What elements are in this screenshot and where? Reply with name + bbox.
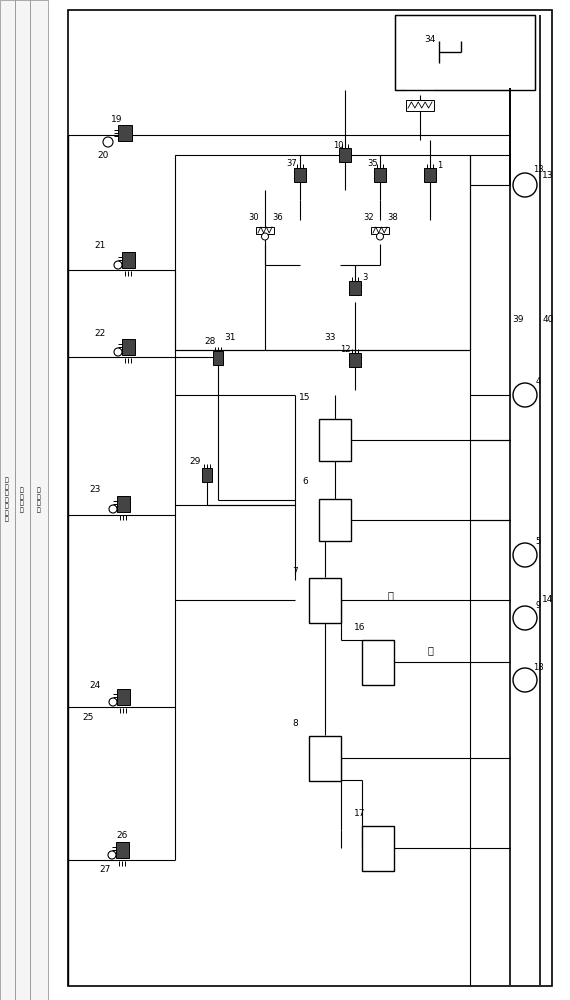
Circle shape — [262, 233, 268, 240]
Circle shape — [109, 505, 117, 513]
Circle shape — [114, 348, 122, 356]
Text: 采
用
探
管: 采 用 探 管 — [20, 487, 24, 513]
Bar — [202, 468, 212, 482]
Text: 39: 39 — [512, 316, 524, 324]
Bar — [15, 0, 30, 1000]
Text: 19: 19 — [111, 115, 123, 124]
Bar — [349, 353, 361, 367]
Circle shape — [377, 233, 384, 240]
Text: 40: 40 — [542, 316, 553, 324]
Circle shape — [103, 137, 113, 147]
Text: 5: 5 — [535, 538, 540, 546]
Text: 20: 20 — [97, 150, 109, 159]
Text: 13: 13 — [542, 170, 553, 180]
Circle shape — [109, 698, 117, 706]
Text: 17: 17 — [354, 808, 366, 818]
Bar — [175, 155, 470, 350]
Text: 9: 9 — [535, 600, 540, 609]
Text: 13: 13 — [533, 165, 543, 174]
Bar — [319, 499, 351, 541]
Text: 3: 3 — [363, 273, 368, 282]
Bar — [256, 227, 274, 233]
Text: 37: 37 — [287, 158, 298, 167]
Bar — [116, 842, 128, 858]
Bar — [424, 168, 436, 182]
Circle shape — [108, 851, 116, 859]
Text: 25: 25 — [82, 714, 93, 722]
Bar — [121, 339, 135, 355]
Text: 14: 14 — [542, 595, 553, 604]
Text: 8: 8 — [292, 718, 298, 728]
Bar — [30, 0, 48, 1000]
Text: 29: 29 — [189, 458, 201, 466]
Bar — [362, 826, 394, 870]
Text: 水: 水 — [387, 590, 393, 600]
Bar — [116, 689, 129, 705]
Circle shape — [513, 173, 537, 197]
Bar — [116, 496, 129, 512]
Circle shape — [513, 543, 537, 567]
Text: 22: 22 — [95, 328, 105, 338]
Text: 水: 水 — [427, 645, 433, 655]
Text: 23: 23 — [89, 486, 101, 494]
Text: 33: 33 — [324, 332, 336, 342]
Bar — [339, 148, 351, 162]
Bar — [68, 10, 552, 986]
Text: 24: 24 — [89, 680, 101, 690]
Bar — [406, 100, 434, 110]
Bar — [0, 0, 15, 1000]
Text: 34: 34 — [424, 35, 435, 44]
Text: 采
用
探
管: 采 用 探 管 — [37, 487, 41, 513]
Circle shape — [114, 261, 122, 269]
Text: 15: 15 — [299, 393, 311, 402]
Circle shape — [513, 383, 537, 407]
Text: 12: 12 — [340, 344, 350, 354]
Text: 10: 10 — [333, 140, 343, 149]
Text: 26: 26 — [116, 830, 128, 840]
Text: 35: 35 — [368, 158, 378, 167]
Text: 6: 6 — [302, 478, 308, 487]
Bar — [374, 168, 386, 182]
Bar — [294, 168, 306, 182]
Circle shape — [513, 668, 537, 692]
Bar — [395, 15, 535, 90]
Bar — [309, 578, 341, 622]
Text: 32: 32 — [364, 214, 374, 223]
Text: 7: 7 — [292, 568, 298, 576]
Text: 30: 30 — [249, 214, 259, 223]
Bar — [121, 252, 135, 268]
Bar — [213, 351, 223, 365]
Text: 液
压
系
统
原
理
图: 液 压 系 统 原 理 图 — [5, 478, 9, 522]
Text: 27: 27 — [99, 865, 111, 874]
Text: 21: 21 — [94, 240, 105, 249]
Bar — [371, 227, 389, 233]
Bar — [362, 640, 394, 684]
Text: 31: 31 — [224, 332, 236, 342]
Circle shape — [513, 606, 537, 630]
Text: 18: 18 — [533, 662, 543, 672]
Text: 16: 16 — [354, 624, 366, 633]
Text: 36: 36 — [272, 214, 283, 223]
Bar — [309, 736, 341, 780]
Text: 4: 4 — [535, 377, 540, 386]
Bar — [319, 419, 351, 461]
Text: 1: 1 — [437, 160, 443, 169]
Bar — [118, 125, 132, 141]
Text: 28: 28 — [204, 338, 215, 347]
Text: 38: 38 — [388, 214, 398, 223]
Bar — [349, 281, 361, 295]
